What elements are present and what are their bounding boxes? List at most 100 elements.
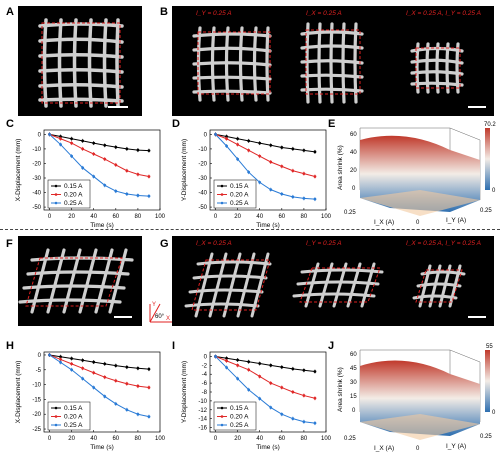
y-tick-label: -15 [32, 397, 41, 403]
colorbar-e-max: 70.2 [484, 122, 496, 128]
plot-frame [43, 129, 161, 211]
panel-label-h: H [6, 340, 14, 352]
series-line [215, 356, 316, 424]
x-tick-label: 40 [90, 436, 97, 442]
x-tick-label: 100 [155, 214, 166, 220]
chart-i-svg: 0 20 40 60 80 100 0 -2 -4 -6 -8 -10 -12 -14 -16 Time (s… [181, 351, 332, 451]
x-tick-label: 80 [301, 436, 308, 442]
data-point [70, 357, 74, 360]
x-tick-label: 0 [48, 436, 52, 442]
photo-b-label-2: I_X = 0.25 A [306, 10, 342, 17]
surface-e-ztick-2: 40 [350, 150, 357, 156]
data-point [136, 148, 140, 152]
series-line [215, 134, 315, 200]
x-tick-label: 20 [68, 436, 75, 442]
y-tick-label: -5 [36, 368, 42, 374]
panel-label-d: D [172, 118, 180, 130]
y-tick-label: -25 [32, 427, 41, 433]
y-tick-label: -10 [198, 399, 207, 405]
data-point [103, 375, 107, 379]
data-point [103, 143, 107, 147]
y-tick-label: -30 [32, 176, 41, 182]
data-point [147, 386, 151, 389]
data-point [214, 355, 217, 358]
data-point [302, 196, 306, 200]
legend-marker [54, 423, 58, 427]
y-tick-label: -2 [202, 363, 208, 369]
y-tick-label: -10 [32, 383, 41, 389]
data-point [225, 356, 228, 360]
x-tick-label: 100 [155, 436, 166, 442]
data-point [302, 420, 306, 424]
legend-marker [54, 201, 58, 205]
y-tick-label: 0 [204, 132, 208, 138]
x-axis-label: Time (s) [90, 444, 114, 451]
data-point [225, 359, 228, 363]
series-line [49, 133, 149, 152]
data-point [313, 421, 317, 425]
legend-label: 0.25 A [230, 200, 249, 207]
surface-j-ztick-3: 30 [350, 380, 357, 386]
x-axis-label: Time (s) [90, 222, 114, 229]
y-axis-label: Y-Displacement (mm) [181, 361, 188, 423]
colorbar-j-max: 55 [486, 344, 493, 350]
data-point [313, 396, 317, 400]
data-point [125, 147, 129, 151]
data-point [147, 149, 151, 153]
data-point [114, 402, 118, 406]
colorbar-j [485, 350, 490, 412]
data-point [147, 175, 151, 178]
surface-e-ylabel: I_Y (A) [446, 217, 466, 224]
x-tick-label: 100 [321, 214, 332, 220]
data-point [59, 360, 62, 364]
data-point [70, 141, 74, 145]
fg-axis-y: Y [152, 302, 156, 308]
data-point [136, 366, 140, 370]
surface-e-xlabel: I_X (A) [374, 219, 394, 226]
chart-d: 0 20 40 60 80 100 0 -10 -20 -30 -40 -50 Time (s) Y-Di… [166, 120, 336, 235]
data-point [147, 415, 151, 418]
data-point [214, 132, 217, 136]
data-point [114, 163, 118, 167]
surface-e-ztick-1: 60 [350, 132, 357, 138]
data-point [280, 412, 284, 416]
legend-marker [54, 406, 58, 410]
photo-a-lattice [18, 6, 142, 116]
data-point [48, 132, 51, 136]
panel-label-c: C [6, 118, 14, 130]
photo-b-label-3: I_X = 0.25 A, I_Y = 0.25 A [406, 10, 481, 17]
data-point [103, 362, 107, 366]
series-line [49, 133, 150, 178]
data-point [125, 192, 129, 196]
data-point [247, 388, 251, 392]
plot-frame [209, 129, 327, 211]
x-tick-label: 40 [90, 214, 97, 220]
series-line [49, 354, 150, 418]
data-point [236, 363, 240, 367]
data-point [81, 166, 85, 170]
data-point [114, 189, 118, 193]
y-tick-label: -50 [32, 205, 41, 211]
surface-e-mesh [360, 135, 480, 212]
surface-j-xlabel: I_X (A) [374, 445, 394, 452]
series-line [49, 354, 149, 370]
data-point [291, 390, 295, 394]
panel-label-g: G [160, 238, 169, 250]
y-tick-label: -30 [198, 176, 207, 182]
x-tick-label: 0 [214, 214, 218, 220]
series-line [215, 355, 316, 373]
data-point [92, 360, 96, 364]
legend-label: 0.15 A [230, 183, 249, 190]
data-point [258, 141, 262, 145]
data-point [103, 395, 107, 398]
x-axis-label: Time (s) [256, 444, 280, 451]
series-line [215, 355, 316, 399]
lattice-g-image [184, 252, 486, 318]
data-point [236, 377, 240, 381]
surface-j-ytick-2: 0.25 [480, 434, 492, 440]
chart-i: 0 20 40 60 80 100 0 -2 -4 -6 -8 -10 -12 -14 -16 Time (s… [166, 342, 336, 457]
x-tick-label: 80 [135, 436, 142, 442]
y-tick-label: -50 [198, 205, 207, 211]
chart-c-svg: 0 20 40 60 80 100 0 -10 -20 -30 -40 -50 Time (s) X-Di… [15, 129, 166, 229]
data-point [59, 137, 62, 141]
